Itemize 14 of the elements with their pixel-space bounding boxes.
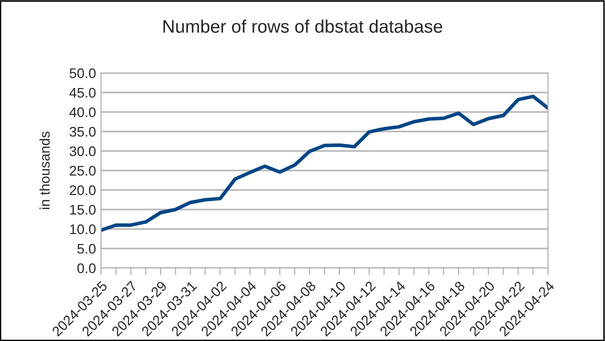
y-tick-label: 15.0 — [70, 204, 96, 215]
y-tick-label: 45.0 — [69, 88, 96, 98]
y-tick-label: 10.0 — [70, 224, 96, 234]
line-series — [101, 94, 548, 232]
y-tick-label: 20.0 — [70, 185, 96, 196]
y-tick-label: 50.0 — [70, 68, 96, 78]
y-tick-label: 0.0 — [77, 263, 96, 274]
y-tick-label: 40.0 — [69, 107, 96, 118]
y-tick-label: 5.0 — [77, 244, 96, 254]
chart-title: Number of rows of dbstat database — [163, 20, 442, 33]
y-tick-label: 30.0 — [70, 146, 96, 156]
y-tick-label: 35.0 — [70, 126, 96, 137]
y-axis-title: in thousands — [39, 132, 50, 209]
y-tick-label: 25.0 — [70, 166, 96, 176]
